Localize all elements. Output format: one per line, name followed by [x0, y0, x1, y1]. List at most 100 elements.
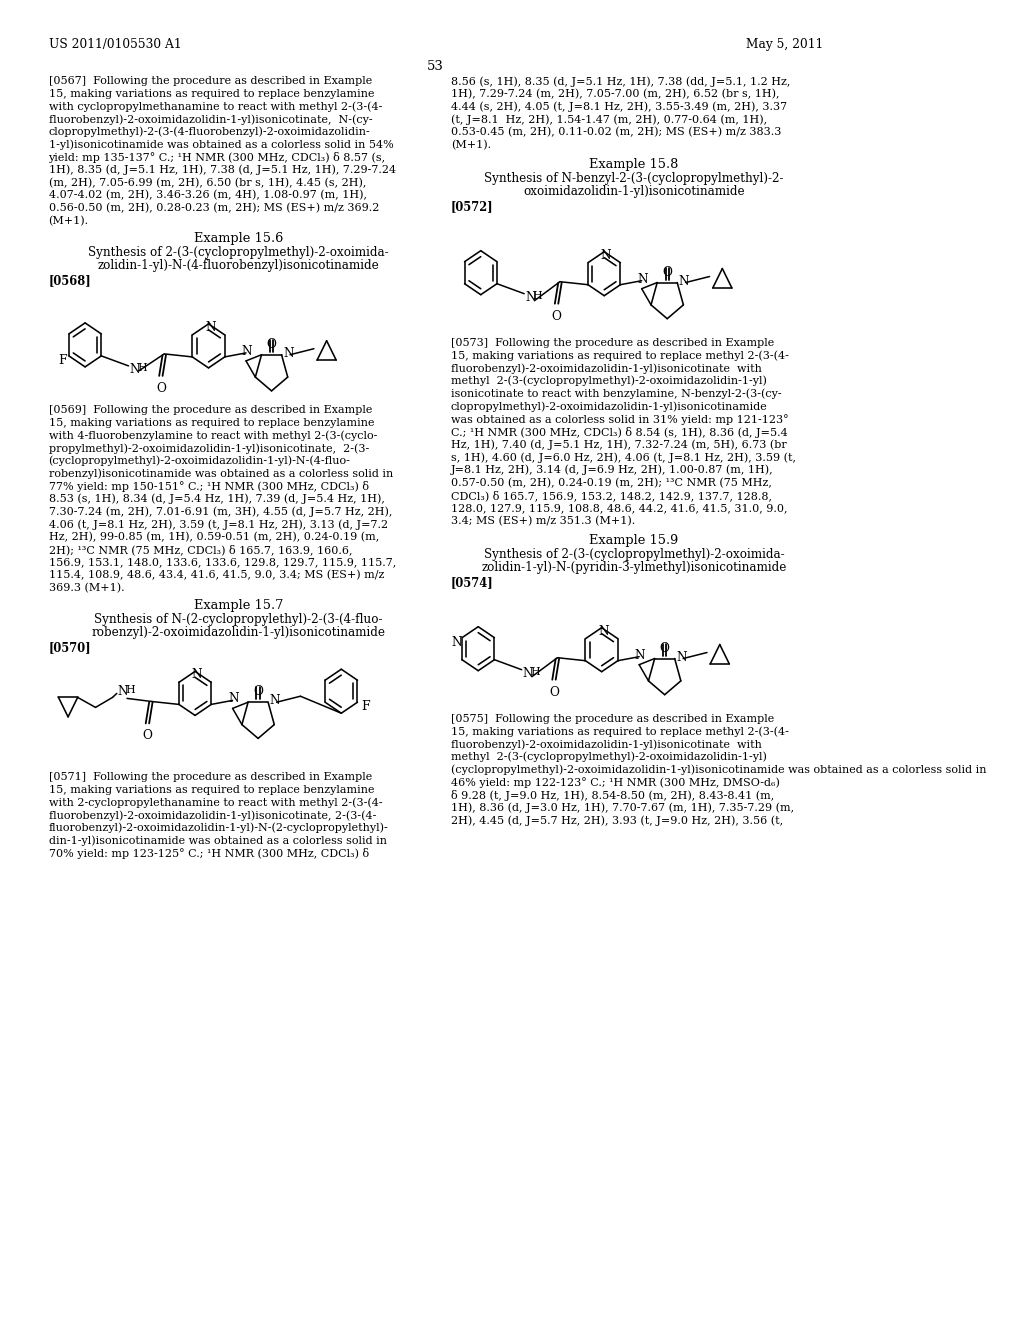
Text: J=8.1 Hz, 2H), 3.14 (d, J=6.9 Hz, 2H), 1.00-0.87 (m, 1H),: J=8.1 Hz, 2H), 3.14 (d, J=6.9 Hz, 2H), 1…	[451, 465, 773, 475]
Text: H: H	[530, 667, 540, 677]
Text: O: O	[659, 642, 670, 655]
Text: 7.30-7.24 (m, 2H), 7.01-6.91 (m, 3H), 4.55 (d, J=5.7 Hz, 2H),: 7.30-7.24 (m, 2H), 7.01-6.91 (m, 3H), 4.…	[48, 507, 392, 517]
Text: N: N	[635, 648, 645, 661]
Text: clopropylmethyl)-2-(3-(4-fluorobenzyl)-2-oxoimidazolidin-: clopropylmethyl)-2-(3-(4-fluorobenzyl)-2…	[48, 127, 371, 137]
Text: Example 15.8: Example 15.8	[589, 158, 679, 172]
Text: May 5, 2011: May 5, 2011	[746, 38, 823, 51]
Text: robenzyl)isonicotinamide was obtained as a colorless solid in: robenzyl)isonicotinamide was obtained as…	[48, 469, 393, 479]
Text: Synthesis of N-(2-cyclopropylethyl)-2-(3-(4-fluo-: Synthesis of N-(2-cyclopropylethyl)-2-(3…	[94, 614, 383, 627]
Text: N: N	[598, 624, 609, 638]
Text: 53: 53	[427, 59, 444, 73]
Text: F: F	[58, 354, 68, 367]
Text: [0569]  Following the procedure as described in Example: [0569] Following the procedure as descri…	[48, 405, 372, 414]
Text: N: N	[525, 290, 536, 304]
Text: robenzyl)-2-oxoimidazolidin-1-yl)isonicotinamide: robenzyl)-2-oxoimidazolidin-1-yl)isonico…	[91, 626, 385, 639]
Text: N: N	[679, 275, 689, 288]
Text: propylmethyl)-2-oxoimidazolidin-1-yl)isonicotinate,  2-(3-: propylmethyl)-2-oxoimidazolidin-1-yl)iso…	[48, 444, 369, 454]
Text: N: N	[191, 668, 203, 681]
Text: with 4-fluorobenzylamine to react with methyl 2-(3-(cyclo-: with 4-fluorobenzylamine to react with m…	[48, 430, 377, 441]
Text: 1H), 8.35 (d, J=5.1 Hz, 1H), 7.38 (d, J=5.1 Hz, 1H), 7.29-7.24: 1H), 8.35 (d, J=5.1 Hz, 1H), 7.38 (d, J=…	[48, 165, 395, 176]
Text: N: N	[129, 363, 140, 376]
Text: Synthesis of 2-(3-(cyclopropylmethyl)-2-oxoimida-: Synthesis of 2-(3-(cyclopropylmethyl)-2-…	[483, 548, 784, 561]
Text: with 2-cyclopropylethanamine to react with methyl 2-(3-(4-: with 2-cyclopropylethanamine to react wi…	[48, 797, 382, 808]
Text: din-1-yl)isonicotinamide was obtained as a colorless solid in: din-1-yl)isonicotinamide was obtained as…	[48, 836, 386, 846]
Text: 1H), 8.36 (d, J=3.0 Hz, 1H), 7.70-7.67 (m, 1H), 7.35-7.29 (m,: 1H), 8.36 (d, J=3.0 Hz, 1H), 7.70-7.67 (…	[451, 803, 795, 813]
Text: zolidin-1-yl)-N-(pyridin-3-ylmethyl)isonicotinamide: zolidin-1-yl)-N-(pyridin-3-ylmethyl)ison…	[481, 561, 786, 574]
Text: 15, making variations as required to replace benzylamine: 15, making variations as required to rep…	[48, 417, 374, 428]
Text: fluorobenzyl)-2-oxoimidazolidin-1-yl)-N-(2-cyclopropylethyl)-: fluorobenzyl)-2-oxoimidazolidin-1-yl)-N-…	[48, 822, 388, 833]
Text: 77% yield: mp 150-151° C.; ¹H NMR (300 MHz, CDCl₃) δ: 77% yield: mp 150-151° C.; ¹H NMR (300 M…	[48, 480, 369, 492]
Text: Hz, 1H), 7.40 (d, J=5.1 Hz, 1H), 7.32-7.24 (m, 5H), 6.73 (br: Hz, 1H), 7.40 (d, J=5.1 Hz, 1H), 7.32-7.…	[451, 440, 786, 450]
Text: 15, making variations as required to replace methyl 2-(3-(4-: 15, making variations as required to rep…	[451, 350, 788, 360]
Text: N: N	[242, 345, 252, 358]
Text: N: N	[284, 347, 294, 360]
Text: Synthesis of 2-(3-(cyclopropylmethyl)-2-oxoimida-: Synthesis of 2-(3-(cyclopropylmethyl)-2-…	[88, 247, 388, 260]
Text: s, 1H), 4.60 (d, J=6.0 Hz, 2H), 4.06 (t, J=8.1 Hz, 2H), 3.59 (t,: s, 1H), 4.60 (d, J=6.0 Hz, 2H), 4.06 (t,…	[451, 451, 796, 462]
Text: [0567]  Following the procedure as described in Example: [0567] Following the procedure as descri…	[48, 77, 372, 86]
Text: 1H), 7.29-7.24 (m, 2H), 7.05-7.00 (m, 2H), 6.52 (br s, 1H),: 1H), 7.29-7.24 (m, 2H), 7.05-7.00 (m, 2H…	[451, 88, 779, 99]
Text: clopropylmethyl)-2-oxoimidazolidin-1-yl)isonicotinamide: clopropylmethyl)-2-oxoimidazolidin-1-yl)…	[451, 401, 768, 412]
Text: fluorobenzyl)-2-oxoimidazolidin-1-yl)isonicotinate,  N-(cy-: fluorobenzyl)-2-oxoimidazolidin-1-yl)iso…	[48, 114, 372, 124]
Text: with cyclopropylmethanamine to react with methyl 2-(3-(4-: with cyclopropylmethanamine to react wit…	[48, 102, 382, 112]
Text: methyl  2-(3-(cyclopropylmethyl)-2-oxoimidazolidin-1-yl): methyl 2-(3-(cyclopropylmethyl)-2-oxoimi…	[451, 752, 767, 763]
Text: 8.53 (s, 1H), 8.34 (d, J=5.4 Hz, 1H), 7.39 (d, J=5.4 Hz, 1H),: 8.53 (s, 1H), 8.34 (d, J=5.4 Hz, 1H), 7.…	[48, 494, 384, 504]
Text: [0572]: [0572]	[451, 199, 494, 213]
Text: methyl  2-(3-(cyclopropylmethyl)-2-oxoimidazolidin-1-yl): methyl 2-(3-(cyclopropylmethyl)-2-oxoimi…	[451, 376, 767, 387]
Text: 4.06 (t, J=8.1 Hz, 2H), 3.59 (t, J=8.1 Hz, 2H), 3.13 (d, J=7.2: 4.06 (t, J=8.1 Hz, 2H), 3.59 (t, J=8.1 H…	[48, 519, 388, 529]
Text: O: O	[266, 338, 276, 351]
Text: N: N	[452, 636, 463, 648]
Text: US 2011/0105530 A1: US 2011/0105530 A1	[48, 38, 181, 51]
Text: N: N	[205, 321, 216, 334]
Text: [0570]: [0570]	[48, 642, 91, 653]
Text: 0.53-0.45 (m, 2H), 0.11-0.02 (m, 2H); MS (ES+) m/z 383.3: 0.53-0.45 (m, 2H), 0.11-0.02 (m, 2H); MS…	[451, 127, 781, 137]
Text: O: O	[142, 730, 153, 742]
Text: (M+1).: (M+1).	[48, 215, 89, 226]
Text: Hz, 2H), 99-0.85 (m, 1H), 0.59-0.51 (m, 2H), 0.24-0.19 (m,: Hz, 2H), 99-0.85 (m, 1H), 0.59-0.51 (m, …	[48, 532, 379, 543]
Text: isonicotinate to react with benzylamine, N-benzyl-2-(3-(cy-: isonicotinate to react with benzylamine,…	[451, 388, 781, 399]
Text: Synthesis of N-benzyl-2-(3-(cyclopropylmethyl)-2-: Synthesis of N-benzyl-2-(3-(cyclopropylm…	[484, 172, 783, 185]
Text: O: O	[663, 265, 672, 279]
Text: N: N	[269, 694, 281, 708]
Text: N: N	[601, 248, 611, 261]
Text: (cyclopropylmethyl)-2-oxoimidazolidin-1-yl)-N-(4-fluo-: (cyclopropylmethyl)-2-oxoimidazolidin-1-…	[48, 455, 350, 466]
Text: H: H	[137, 363, 146, 372]
Text: [0573]  Following the procedure as described in Example: [0573] Following the procedure as descri…	[451, 338, 774, 347]
Text: N: N	[522, 667, 534, 680]
Text: [0568]: [0568]	[48, 273, 91, 286]
Text: [0575]  Following the procedure as described in Example: [0575] Following the procedure as descri…	[451, 714, 774, 723]
Text: Example 15.9: Example 15.9	[590, 535, 679, 548]
Text: N: N	[228, 693, 239, 705]
Text: (t, J=8.1  Hz, 2H), 1.54-1.47 (m, 2H), 0.77-0.64 (m, 1H),: (t, J=8.1 Hz, 2H), 1.54-1.47 (m, 2H), 0.…	[451, 114, 767, 124]
Text: [0571]  Following the procedure as described in Example: [0571] Following the procedure as descri…	[48, 772, 372, 781]
Text: (cyclopropylmethyl)-2-oxoimidazolidin-1-yl)isonicotinamide was obtained as a col: (cyclopropylmethyl)-2-oxoimidazolidin-1-…	[451, 764, 986, 775]
Text: 156.9, 153.1, 148.0, 133.6, 133.6, 129.8, 129.7, 115.9, 115.7,: 156.9, 153.1, 148.0, 133.6, 133.6, 129.8…	[48, 557, 395, 568]
Text: zolidin-1-yl)-N-(4-fluorobenzyl)isonicotinamide: zolidin-1-yl)-N-(4-fluorobenzyl)isonicot…	[97, 259, 379, 272]
Text: N: N	[118, 685, 128, 698]
Text: O: O	[156, 381, 166, 395]
Text: 128.0, 127.9, 115.9, 108.8, 48.6, 44.2, 41.6, 41.5, 31.0, 9.0,: 128.0, 127.9, 115.9, 108.8, 48.6, 44.2, …	[451, 503, 787, 512]
Text: (m, 2H), 7.05-6.99 (m, 2H), 6.50 (br s, 1H), 4.45 (s, 2H),: (m, 2H), 7.05-6.99 (m, 2H), 6.50 (br s, …	[48, 178, 366, 187]
Text: H: H	[125, 685, 135, 696]
Text: 15, making variations as required to replace benzylamine: 15, making variations as required to rep…	[48, 784, 374, 795]
Text: Example 15.6: Example 15.6	[194, 232, 283, 246]
Text: 15, making variations as required to replace methyl 2-(3-(4-: 15, making variations as required to rep…	[451, 726, 788, 737]
Text: N: N	[677, 651, 687, 664]
Text: 1-yl)isonicotinamide was obtained as a colorless solid in 54%: 1-yl)isonicotinamide was obtained as a c…	[48, 140, 393, 150]
Text: F: F	[360, 700, 370, 713]
Text: 8.56 (s, 1H), 8.35 (d, J=5.1 Hz, 1H), 7.38 (dd, J=5.1, 1.2 Hz,: 8.56 (s, 1H), 8.35 (d, J=5.1 Hz, 1H), 7.…	[451, 77, 791, 87]
Text: O: O	[253, 685, 263, 698]
Text: yield: mp 135-137° C.; ¹H NMR (300 MHz, CDCl₃) δ 8.57 (s,: yield: mp 135-137° C.; ¹H NMR (300 MHz, …	[48, 152, 386, 164]
Text: 3.4; MS (ES+) m/z 351.3 (M+1).: 3.4; MS (ES+) m/z 351.3 (M+1).	[451, 516, 635, 525]
Text: 0.57-0.50 (m, 2H), 0.24-0.19 (m, 2H); ¹³C NMR (75 MHz,: 0.57-0.50 (m, 2H), 0.24-0.19 (m, 2H); ¹³…	[451, 478, 772, 488]
Text: Example 15.7: Example 15.7	[194, 599, 283, 612]
Text: oxoimidazolidin-1-yl)isonicotinamide: oxoimidazolidin-1-yl)isonicotinamide	[523, 185, 744, 198]
Text: was obtained as a colorless solid in 31% yield: mp 121-123°: was obtained as a colorless solid in 31%…	[451, 414, 788, 425]
Text: 4.44 (s, 2H), 4.05 (t, J=8.1 Hz, 2H), 3.55-3.49 (m, 2H), 3.37: 4.44 (s, 2H), 4.05 (t, J=8.1 Hz, 2H), 3.…	[451, 102, 787, 112]
Text: 0.56-0.50 (m, 2H), 0.28-0.23 (m, 2H); MS (ES+) m/z 369.2: 0.56-0.50 (m, 2H), 0.28-0.23 (m, 2H); MS…	[48, 203, 379, 214]
Text: CDCl₃) δ 165.7, 156.9, 153.2, 148.2, 142.9, 137.7, 128.8,: CDCl₃) δ 165.7, 156.9, 153.2, 148.2, 142…	[451, 490, 772, 500]
Text: fluorobenzyl)-2-oxoimidazolidin-1-yl)isonicotinate, 2-(3-(4-: fluorobenzyl)-2-oxoimidazolidin-1-yl)iso…	[48, 810, 376, 821]
Text: fluorobenzyl)-2-oxoimidazolidin-1-yl)isonicotinate  with: fluorobenzyl)-2-oxoimidazolidin-1-yl)iso…	[451, 363, 762, 374]
Text: O: O	[552, 310, 561, 322]
Text: (M+1).: (M+1).	[451, 140, 492, 149]
Text: δ 9.28 (t, J=9.0 Hz, 1H), 8.54-8.50 (m, 2H), 8.43-8.41 (m,: δ 9.28 (t, J=9.0 Hz, 1H), 8.54-8.50 (m, …	[451, 789, 774, 801]
